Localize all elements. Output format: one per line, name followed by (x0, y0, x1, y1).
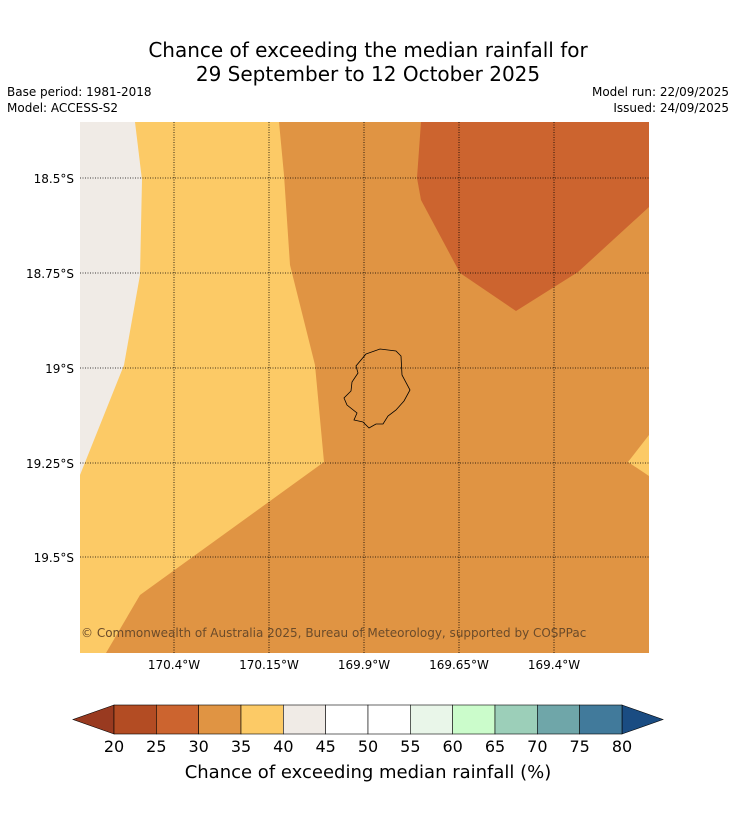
colorbar-segment (156, 704, 199, 735)
colorbar-tick-label: 35 (231, 737, 251, 756)
colorbar-title: Chance of exceeding median rainfall (%) (185, 762, 552, 783)
title-line-1: Chance of exceeding the median rainfall … (148, 38, 588, 62)
lon-axis-labels: 170.4°W 170.15°W 169.9°W 169.65°W 169.4°… (148, 658, 580, 672)
colorbar-tick-label: 40 (273, 737, 293, 756)
lat-label: 19.5°S (34, 551, 74, 565)
colorbar-segment (283, 704, 326, 735)
niue-island-outline (343, 348, 411, 429)
meta-left: Base period: 1981-2018 Model: ACCESS-S2 (7, 84, 152, 116)
lat-label: 18.75°S (26, 267, 74, 281)
lat-label: 19.25°S (26, 457, 74, 471)
colorbar-segment (113, 704, 157, 735)
colorbar-segment (537, 704, 580, 735)
model-run: Model run: 22/09/2025 (591, 85, 729, 99)
colorbar-segment (367, 704, 411, 735)
colorbar-tick-label: 50 (358, 737, 378, 756)
lat-axis-labels: 18.5°S 18.75°S 19°S 19.25°S 19.5°S (26, 172, 74, 565)
colorbar-under-arrow (72, 704, 115, 735)
band-40-45-region (80, 122, 142, 475)
colorbar-segment (198, 704, 242, 735)
colorbar-tick-label: 20 (104, 737, 124, 756)
colorbar-tick-label: 75 (569, 737, 589, 756)
colorbar-segment (410, 704, 453, 735)
band-25-30-region (417, 122, 649, 311)
colorbar-segment (240, 704, 284, 735)
colorbar-tick-label: 55 (400, 737, 420, 756)
band-35-40-east-edge (628, 435, 649, 476)
colorbar-segment (325, 704, 369, 735)
copyright-notice: © Commonwealth of Australia 2025, Bureau… (81, 626, 586, 640)
colorbar-segment (452, 704, 496, 735)
colorbar-tick-label: 45 (315, 737, 335, 756)
colorbar-tick-label: 70 (527, 737, 547, 756)
colorbar-over-arrow (621, 704, 664, 735)
colorbar-tick-label: 80 (612, 737, 632, 756)
model-name: Model: ACCESS-S2 (7, 101, 119, 115)
lon-label: 170.4°W (148, 658, 200, 672)
lat-label: 19°S (45, 362, 74, 376)
map-panel: © Commonwealth of Australia 2025, Bureau… (80, 122, 649, 653)
issued-date: Issued: 24/09/2025 (613, 101, 729, 115)
colorbar-tick-label: 25 (146, 737, 166, 756)
colorbar-tick-label: 30 (188, 737, 208, 756)
lat-label: 18.5°S (34, 172, 74, 186)
band-35-40-region (80, 122, 324, 653)
meta-right: Model run: 22/09/2025 Issued: 24/09/2025 (592, 84, 729, 116)
lon-label: 169.9°W (338, 658, 390, 672)
colorbar-tick-label: 65 (485, 737, 505, 756)
colorbar: 20 25 30 35 40 45 50 55 60 65 70 75 80 (72, 704, 664, 756)
lon-label: 169.65°W (429, 658, 489, 672)
colorbar-segment (494, 704, 538, 735)
colorbar-segment (579, 704, 623, 735)
colorbar-tick-label: 60 (442, 737, 462, 756)
map-title: Chance of exceeding the median rainfall … (0, 38, 736, 86)
lon-gridlines (173, 122, 555, 653)
title-line-2: 29 September to 12 October 2025 (195, 62, 541, 86)
lon-label: 170.15°W (239, 658, 299, 672)
base-period: Base period: 1981-2018 (7, 85, 152, 99)
lon-label: 169.4°W (528, 658, 580, 672)
